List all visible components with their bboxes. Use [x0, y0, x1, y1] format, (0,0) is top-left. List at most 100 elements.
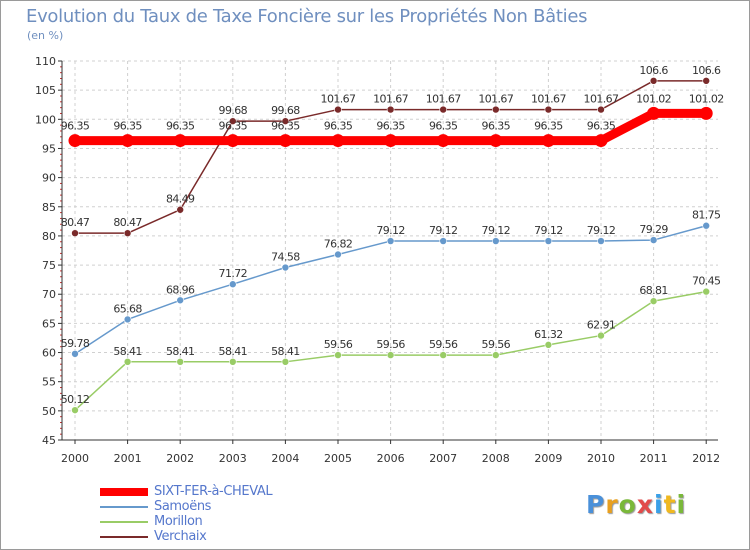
logo-letter: o — [618, 490, 637, 519]
data-point-samoens — [123, 315, 132, 324]
data-label-sixt: 101.02 — [689, 92, 724, 105]
x-tick-label: 2003 — [219, 452, 247, 465]
legend-entry-morillon: Morillon — [100, 514, 360, 529]
legend-swatch-samoens — [100, 506, 148, 508]
data-label-samoens: 59.78 — [61, 337, 90, 350]
data-point-verchaix — [123, 229, 132, 237]
chart-legend: SIXT-FER-à-CHEVAL Samoëns Morillon Verch… — [100, 484, 360, 544]
data-label-morillon: 59.56 — [324, 338, 353, 351]
data-point-samoens — [597, 237, 605, 245]
data-point-sixt — [384, 134, 398, 148]
x-tick-label: 2011 — [640, 452, 668, 465]
data-point-morillon — [123, 358, 132, 366]
data-label-verchaix: 80.47 — [61, 216, 90, 229]
data-point-sixt — [331, 134, 345, 148]
data-label-verchaix: 99.68 — [271, 104, 300, 117]
chart-data-labels: 50.12 58.41 58.41 58.41 58.41 59.56 59.56 59.56… — [61, 64, 724, 406]
y-tick-label: 60 — [42, 347, 56, 360]
y-tick-label: 75 — [42, 259, 56, 272]
data-point-verchaix — [544, 105, 553, 114]
y-tick-label: 80 — [42, 230, 56, 243]
data-label-sixt: 96.35 — [166, 120, 195, 133]
x-tick-label: 2005 — [324, 452, 352, 465]
x-tick-label: 2010 — [587, 452, 615, 465]
data-point-sixt — [647, 106, 661, 120]
data-label-morillon: 59.56 — [376, 338, 405, 351]
data-label-verchaix: 101.67 — [426, 93, 461, 106]
data-label-samoens: 79.29 — [639, 223, 668, 236]
legend-label-sixt: SIXT-FER-à-CHEVAL — [154, 484, 273, 499]
x-tick-label: 2008 — [482, 452, 510, 465]
data-point-sixt — [594, 134, 608, 148]
data-point-verchaix — [281, 117, 290, 125]
logo-letter: i — [676, 490, 687, 519]
data-label-verchaix: 101.67 — [373, 93, 408, 106]
data-point-morillon — [597, 331, 605, 340]
data-label-sixt: 96.35 — [482, 120, 511, 133]
chart-series — [68, 77, 713, 414]
logo-letter: P — [586, 490, 606, 519]
data-point-samoens — [439, 237, 448, 245]
x-tick-label: 2002 — [166, 452, 194, 465]
data-label-morillon: 50.12 — [61, 393, 90, 406]
data-point-sixt — [226, 134, 240, 148]
legend-entry-samoens: Samoëns — [100, 499, 360, 514]
y-tick-label: 110 — [35, 55, 56, 68]
chart-title: Evolution du Taux de Taxe Foncière sur l… — [26, 6, 588, 27]
data-label-samoens: 79.12 — [534, 224, 563, 237]
data-point-sixt — [121, 134, 135, 148]
data-label-morillon: 70.45 — [692, 275, 721, 288]
data-point-morillon — [491, 351, 500, 359]
legend-entry-verchaix: Verchaix — [100, 529, 360, 544]
x-tick-label: 2000 — [61, 452, 89, 465]
data-point-verchaix — [386, 105, 395, 114]
logo-letter: t — [663, 490, 677, 519]
plot-area — [62, 61, 718, 440]
data-label-sixt: 96.35 — [113, 120, 142, 133]
y-tick-label: 90 — [42, 172, 56, 185]
data-label-sixt: 101.02 — [636, 92, 671, 105]
data-label-sixt: 96.35 — [219, 120, 248, 133]
data-point-samoens — [544, 237, 553, 245]
data-label-verchaix: 101.67 — [478, 93, 513, 106]
data-label-samoens: 68.96 — [166, 283, 195, 296]
data-label-verchaix: 99.68 — [219, 104, 248, 117]
y-tick-label: 70 — [42, 288, 56, 301]
data-label-sixt: 96.35 — [534, 120, 563, 133]
data-label-samoens: 79.12 — [587, 224, 616, 237]
x-tick-label: 2006 — [377, 452, 405, 465]
data-label-verchaix: 84.49 — [166, 193, 195, 206]
data-point-verchaix — [597, 105, 605, 114]
data-label-samoens: 65.68 — [113, 302, 142, 315]
data-point-sixt — [68, 134, 82, 148]
y-tick-label: 50 — [42, 405, 56, 418]
data-point-verchaix — [649, 77, 658, 85]
y-tick-label: 95 — [42, 142, 56, 155]
x-tick-label: 2012 — [692, 452, 720, 465]
y-tick-label: 65 — [42, 317, 56, 330]
data-point-samoens — [229, 280, 237, 289]
legend-label-samoens: Samoëns — [154, 499, 212, 514]
y-tick-label: 85 — [42, 201, 56, 214]
data-point-samoens — [386, 237, 395, 245]
logo-letter: r — [605, 490, 619, 519]
chart-grid — [62, 60, 718, 441]
data-point-morillon — [281, 358, 290, 366]
data-label-samoens: 71.72 — [219, 267, 248, 280]
data-point-samoens — [491, 237, 500, 245]
data-label-sixt: 96.35 — [271, 120, 300, 133]
data-label-sixt: 96.35 — [429, 120, 458, 133]
data-label-verchaix: 80.47 — [113, 216, 142, 229]
data-point-verchaix — [491, 105, 500, 114]
data-label-samoens: 79.12 — [429, 224, 458, 237]
data-point-morillon — [544, 341, 553, 349]
data-label-verchaix: 106.6 — [692, 64, 721, 77]
x-tick-label: 2009 — [534, 452, 562, 465]
logo-letter: i — [654, 490, 664, 519]
data-label-verchaix: 101.67 — [531, 93, 566, 106]
y-tick-label: 100 — [35, 113, 56, 126]
data-label-morillon: 58.41 — [271, 345, 300, 358]
data-label-samoens: 79.12 — [376, 224, 405, 237]
data-label-sixt: 96.35 — [324, 120, 353, 133]
